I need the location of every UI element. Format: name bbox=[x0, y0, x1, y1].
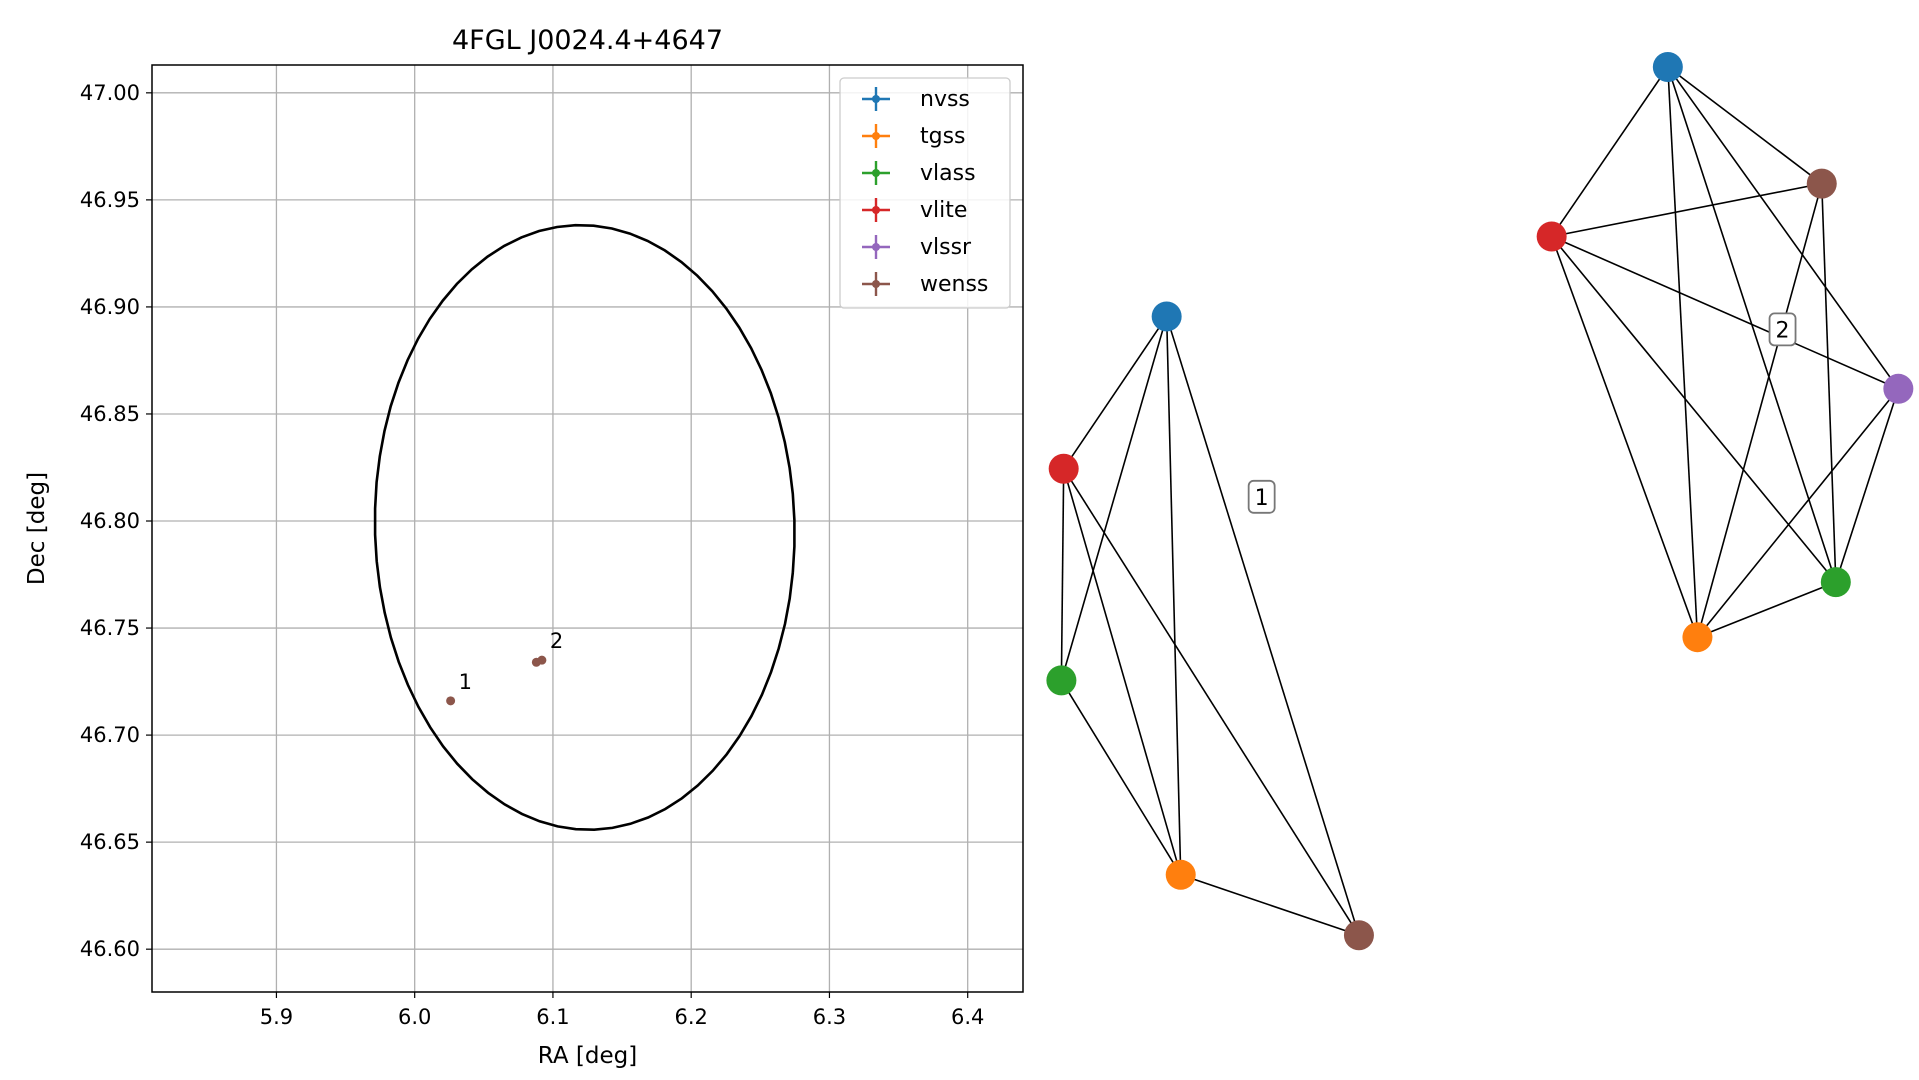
legend-label: nvss bbox=[920, 87, 970, 112]
uncertainty-ellipse bbox=[373, 223, 796, 832]
network-edge bbox=[1551, 66, 1669, 237]
network-edge bbox=[1165, 316, 1182, 875]
network-edge bbox=[1667, 66, 1699, 638]
node-vlite bbox=[1536, 221, 1567, 252]
data-point bbox=[531, 657, 541, 667]
node-tgss bbox=[1682, 622, 1713, 653]
legend-label: vlite bbox=[920, 198, 967, 223]
network-edge bbox=[1063, 315, 1168, 470]
points-layer: 12 bbox=[446, 629, 563, 706]
x-tick-label: 5.9 bbox=[260, 1005, 293, 1029]
scatter-panel: 12 5.9 6.0 6.1 6.2 6.3 6.446.6046.6546.7046.7… bbox=[24, 25, 1024, 1069]
axes-frame bbox=[151, 64, 1024, 993]
network-edge bbox=[1696, 183, 1823, 638]
x-axis-label: RA [deg] bbox=[538, 1043, 637, 1069]
data-point bbox=[446, 696, 456, 706]
network-edge bbox=[1697, 581, 1837, 638]
network-graph-1: 1 bbox=[1046, 301, 1374, 951]
x-tick-label: 6.2 bbox=[674, 1005, 707, 1029]
node-vlite bbox=[1048, 453, 1079, 484]
plot-title: 4FGL J0024.4+4647 bbox=[452, 25, 723, 56]
network-graph-2: 2 bbox=[1536, 51, 1914, 653]
legend-marker-dot bbox=[872, 169, 880, 177]
legend-label: tgss bbox=[920, 124, 966, 149]
node-tgss bbox=[1165, 859, 1196, 890]
cluster-label-box bbox=[1768, 312, 1797, 347]
node-wenss bbox=[1806, 168, 1837, 199]
network-edge bbox=[1835, 388, 1900, 583]
node-nvss bbox=[1652, 51, 1683, 82]
y-tick-label: 47.00 bbox=[80, 81, 140, 105]
y-tick-label: 46.80 bbox=[80, 509, 140, 533]
x-tick-label: 6.3 bbox=[813, 1005, 846, 1029]
y-tick-label: 46.85 bbox=[80, 402, 140, 426]
network-edge bbox=[1667, 66, 1900, 390]
y-tick-label: 46.90 bbox=[80, 295, 140, 319]
network-edge bbox=[1060, 468, 1065, 681]
node-vlass bbox=[1820, 567, 1851, 598]
cluster-label-box bbox=[1247, 479, 1276, 514]
x-tick-label: 6.1 bbox=[536, 1005, 569, 1029]
network-edge bbox=[1667, 66, 1823, 185]
network-edge bbox=[1060, 316, 1168, 681]
network-edge bbox=[1165, 316, 1360, 936]
node-vlass bbox=[1046, 665, 1077, 696]
legend: nvss tgss vlass vlite vlssr wenss bbox=[839, 77, 1011, 309]
legend-marker-dot bbox=[872, 132, 880, 140]
node-nvss bbox=[1151, 301, 1182, 332]
axis-ticks: 5.9 6.0 6.1 6.2 6.3 6.4 46.60 46.65 46.70 46.75 46… bbox=[80, 81, 985, 1029]
point-label: 2 bbox=[550, 629, 563, 653]
network-edge bbox=[1551, 182, 1822, 238]
uncertainty-ellipse-layer bbox=[373, 223, 796, 832]
x-tick-label: 6.0 bbox=[398, 1005, 431, 1029]
y-tick-label: 46.65 bbox=[80, 830, 140, 854]
network-edge bbox=[1551, 235, 1899, 390]
network-edge bbox=[1820, 183, 1837, 583]
network-edge bbox=[1063, 468, 1360, 936]
legend-marker-dot bbox=[872, 280, 880, 288]
cluster-label: 1 bbox=[1255, 486, 1269, 511]
legend-label: wenss bbox=[920, 272, 988, 297]
point-label: 1 bbox=[459, 670, 472, 694]
legend-marker-dot bbox=[872, 243, 880, 251]
y-tick-label: 46.75 bbox=[80, 616, 140, 640]
grid bbox=[152, 65, 1023, 992]
cluster-label: 2 bbox=[1776, 318, 1790, 343]
legend-marker-dot bbox=[872, 95, 880, 103]
y-tick-label: 46.95 bbox=[80, 188, 140, 212]
legend-marker-dot bbox=[872, 206, 880, 214]
y-tick-label: 46.70 bbox=[80, 723, 140, 747]
network-edge bbox=[1696, 388, 1899, 638]
node-vlssr bbox=[1883, 373, 1914, 404]
y-axis-label: Dec [deg] bbox=[24, 472, 50, 585]
legend-label: vlssr bbox=[920, 235, 972, 260]
legend-label: vlass bbox=[920, 161, 976, 186]
node-wenss bbox=[1343, 920, 1374, 951]
network-edge bbox=[1550, 236, 1699, 638]
network-edge bbox=[1180, 874, 1360, 937]
network-edge bbox=[1060, 679, 1182, 876]
x-tick-label: 6.4 bbox=[951, 1005, 984, 1029]
network-edge bbox=[1062, 468, 1182, 876]
y-tick-label: 46.60 bbox=[80, 937, 140, 961]
